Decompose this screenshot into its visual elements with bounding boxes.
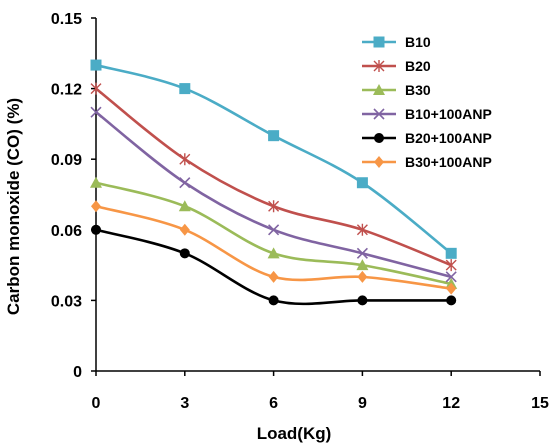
y-tick-label: 0.12 <box>51 82 82 99</box>
legend-label: B10+100ANP <box>405 106 492 122</box>
series-b30 <box>90 176 458 289</box>
legend-swatch-marker <box>374 133 384 143</box>
data-point <box>268 200 280 213</box>
data-point <box>268 130 280 142</box>
series-line <box>95 181 452 286</box>
legend-swatch-marker <box>373 84 385 95</box>
legend-label: B30+100ANP <box>405 154 492 170</box>
series-line <box>95 63 453 255</box>
data-point <box>91 200 101 213</box>
x-tick-label: 0 <box>92 395 101 412</box>
data-point <box>179 153 191 166</box>
tick-labels: 0 0.03 0.06 0.09 0.12 0.15 0 3 6 9 12 15 <box>51 11 549 412</box>
data-point <box>91 224 101 235</box>
legend-item: B10+100ANP <box>362 106 492 122</box>
data-point <box>357 295 368 306</box>
legend-swatch-marker <box>373 60 385 72</box>
data-point <box>179 223 190 236</box>
series-line <box>95 87 452 267</box>
legend-item: B10 <box>362 34 431 50</box>
y-tick-label: 0 <box>73 364 82 381</box>
data-point <box>356 259 369 271</box>
data-point <box>179 248 190 259</box>
legend-item: B30+100ANP <box>362 154 492 170</box>
x-tick-label: 9 <box>358 395 367 412</box>
legend: B10 B20 B30 B10+100ANP B20+100ANP B30+100ANP <box>362 34 492 170</box>
legend-item: B30 <box>362 82 431 98</box>
series-line <box>95 228 452 306</box>
data-point <box>445 247 457 259</box>
y-axis-title: Carbon monoxide (CO) (%) <box>4 98 23 315</box>
data-point <box>356 223 368 236</box>
x-tick-label: 3 <box>180 395 189 412</box>
legend-label: B10 <box>405 34 431 50</box>
data-point <box>178 200 191 212</box>
data-point <box>268 295 279 306</box>
series-b20-100anp <box>91 224 457 306</box>
data-point <box>357 270 368 283</box>
data-point <box>90 82 102 95</box>
legend-swatch-marker <box>373 108 385 120</box>
plot-area: 0 0.03 0.06 0.09 0.12 0.15 0 3 6 9 12 15 <box>51 11 549 412</box>
series-b20 <box>90 82 457 272</box>
x-tick-label: 6 <box>269 395 278 412</box>
legend-label: B20+100ANP <box>405 130 492 146</box>
y-tick-label: 0.03 <box>51 293 82 310</box>
legend-label: B30 <box>405 82 431 98</box>
legend-swatch-marker <box>374 156 384 168</box>
legend-label: B20 <box>405 58 431 74</box>
x-tick-label: 15 <box>531 395 549 412</box>
series-b30-100anp <box>91 200 457 295</box>
data-point <box>90 59 102 71</box>
data-point <box>446 282 457 295</box>
series-layer <box>90 59 458 306</box>
data-point <box>356 177 368 189</box>
x-axis-title: Load(Kg) <box>257 424 332 443</box>
data-point <box>90 176 102 188</box>
data-point <box>446 295 457 306</box>
legend-swatch-marker <box>373 36 385 48</box>
data-point <box>179 177 191 189</box>
data-point <box>268 224 280 236</box>
y-tick-label: 0.06 <box>51 223 82 240</box>
data-point <box>445 271 457 283</box>
series-b10-100anp <box>90 106 457 283</box>
legend-item: B20 <box>362 58 431 74</box>
data-point <box>267 247 280 259</box>
data-point <box>268 270 279 283</box>
data-point <box>445 259 457 272</box>
y-tick-label: 0.15 <box>51 11 82 28</box>
series-b10 <box>90 59 457 259</box>
legend-item: B20+100ANP <box>362 130 492 146</box>
data-point <box>179 83 191 95</box>
y-tick-label: 0.09 <box>51 152 82 169</box>
data-point <box>356 247 368 259</box>
x-tick-label: 12 <box>442 395 460 412</box>
data-point <box>90 106 102 118</box>
